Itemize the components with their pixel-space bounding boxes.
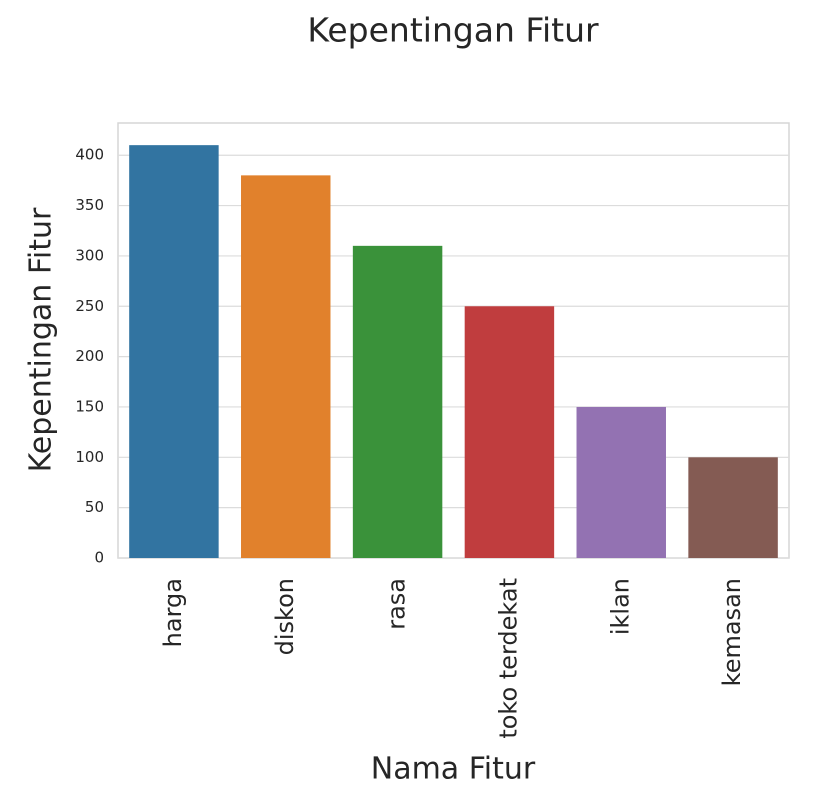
y-tick-label: 400 [75, 146, 104, 164]
x-tick-label: diskon [271, 578, 299, 655]
bar [241, 175, 331, 558]
y-tick-label: 200 [75, 347, 104, 365]
y-tick-label: 100 [75, 448, 104, 466]
x-tick-label: harga [159, 578, 187, 647]
bar [352, 245, 443, 558]
x-tick-label: rasa [383, 578, 411, 630]
chart-title: Kepentingan Fitur [307, 11, 599, 50]
y-tick-label: 150 [75, 397, 104, 415]
y-tick-label: 0 [94, 549, 104, 567]
x-tick-label: toko terdekat [494, 578, 522, 739]
x-axis-label: Nama Fitur [371, 752, 536, 787]
y-tick-label: 250 [75, 297, 104, 315]
bar [129, 145, 219, 558]
y-tick-label: 300 [75, 246, 104, 264]
bar [576, 406, 666, 558]
y-tick-label: 350 [75, 196, 104, 214]
x-tick-label: iklan [606, 578, 634, 635]
y-axis-label: Kepentingan Fitur [24, 207, 59, 472]
bar [688, 457, 778, 558]
x-tick-label: kemasan [718, 578, 746, 686]
plot-area [117, 122, 790, 559]
y-tick-label: 50 [85, 498, 104, 516]
bar [464, 306, 555, 558]
